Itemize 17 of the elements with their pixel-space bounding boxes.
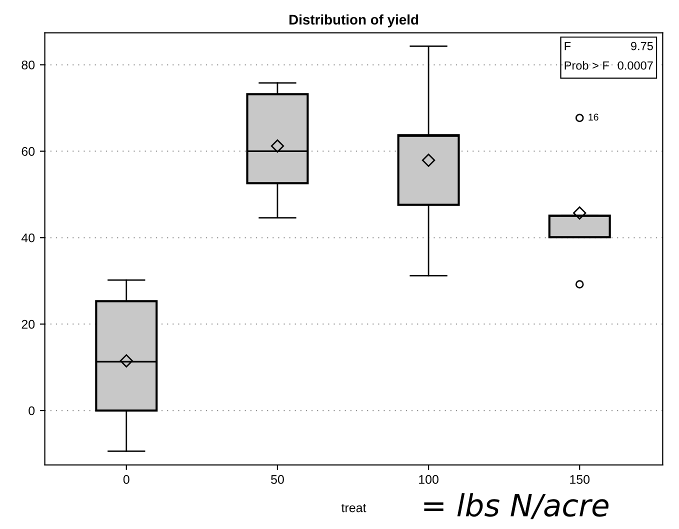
annotation: F [564,42,571,50]
y-tick-label: 20 [22,320,35,329]
y-tick-label: 40 [21,233,35,242]
chart-title: Distribution of yield [289,14,418,28]
x-tick-label: 0 [123,475,130,484]
annotation: 0.0007 [618,61,653,70]
y-tick-label: 60 [22,147,35,156]
annotation: Prob > F [564,61,609,70]
annotation: 9.75 [631,42,653,50]
annotation: 16 [588,114,598,121]
y-tick-label: 80 [22,60,35,70]
x-tick-label: 100 [419,475,438,484]
x-tick-label: 150 [570,475,590,484]
y-tick-label: 0 [28,406,35,416]
text: = lbs N/acre [424,493,608,520]
x-tick-label: 50 [271,475,284,484]
x-axis-title: treat [341,504,366,512]
